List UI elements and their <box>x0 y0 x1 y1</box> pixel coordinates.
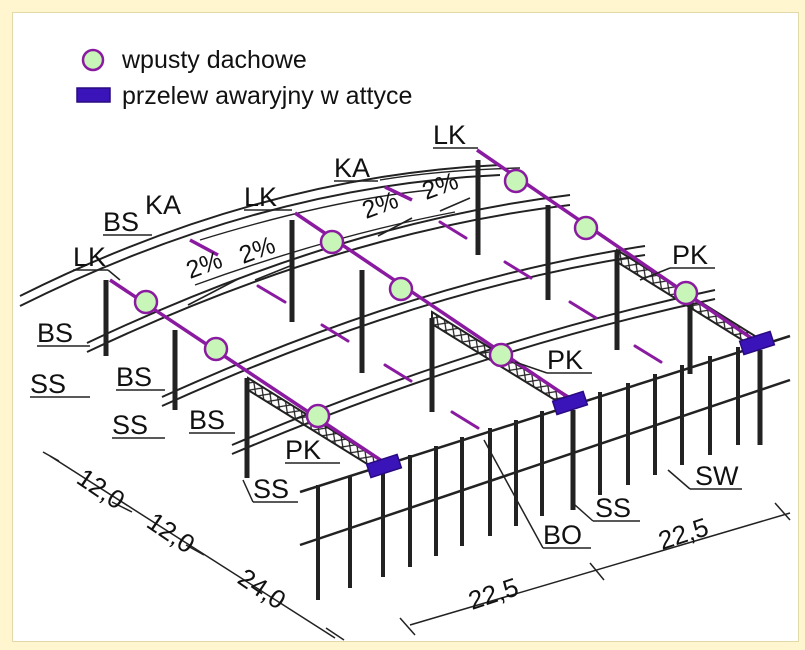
roof-drain <box>203 336 229 362</box>
slope-arrows <box>187 197 471 306</box>
slope-label: 2% <box>235 231 279 270</box>
label-ka: KA <box>145 190 181 220</box>
roof-drain <box>319 229 345 255</box>
attic-overflow <box>551 390 589 416</box>
label-pk: PK <box>285 435 321 465</box>
label-lk: LK <box>433 120 466 150</box>
label-ss: SS <box>112 410 148 440</box>
roof-drain <box>673 280 699 306</box>
dim-22-5-left: 22,5 <box>465 572 522 616</box>
label-bs: BS <box>103 207 139 237</box>
element-labels: LK BS KA LK KA LK BS SS BS SS BS PK SS P… <box>30 120 739 550</box>
label-bs: BS <box>189 405 225 435</box>
roof-girders <box>19 164 716 455</box>
roof-drain <box>305 403 331 429</box>
label-lk: LK <box>73 242 106 272</box>
leader-lines <box>30 147 742 549</box>
attic-overflow <box>365 453 403 479</box>
columns <box>103 160 763 510</box>
label-ka: KA <box>334 153 370 183</box>
label-pk: PK <box>547 345 583 375</box>
slope-label: 2% <box>418 167 462 206</box>
legend-drain-label: wpusty dachowe <box>121 46 307 74</box>
legend-overflow-icon <box>76 87 111 103</box>
label-lk: LK <box>244 182 277 212</box>
label-bo: BO <box>543 520 582 550</box>
roof-drain <box>388 276 414 302</box>
roof-drains <box>133 168 699 429</box>
legend-overflow-label: przelew awaryjny w attyce <box>122 82 412 110</box>
label-ss: SS <box>595 493 631 523</box>
label-ss: SS <box>253 474 289 504</box>
label-bs: BS <box>37 318 73 348</box>
legend: wpusty dachowe przelew awaryjny w attyce <box>76 46 412 110</box>
dim-22-5-right: 22,5 <box>655 512 712 556</box>
label-bs: BS <box>116 362 152 392</box>
legend-drain-icon <box>81 48 105 72</box>
label-ss: SS <box>30 369 66 399</box>
roof-drain <box>503 168 529 194</box>
valley-dashes <box>256 220 663 430</box>
attic-overflows <box>365 330 776 479</box>
label-pk: PK <box>672 240 708 270</box>
slope-labels: 2% 2% 2% 2% <box>182 167 462 285</box>
dim-12-second: 12,0 <box>142 506 201 559</box>
dimension-lines <box>42 451 791 641</box>
roof-drain <box>488 342 514 368</box>
dimension-labels: 12,0 12,0 24,0 22,5 22,5 <box>72 462 712 616</box>
attic-overflow <box>738 330 776 356</box>
label-sw: SW <box>695 461 739 491</box>
roof-drain <box>573 215 599 241</box>
slope-label: 2% <box>182 246 226 285</box>
roof-drain <box>133 289 159 315</box>
dim-24: 24,0 <box>233 562 292 615</box>
